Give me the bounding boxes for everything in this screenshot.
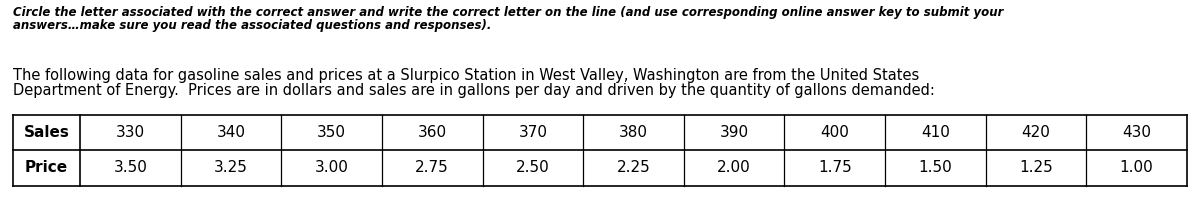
Text: 400: 400 <box>821 125 850 140</box>
Text: 340: 340 <box>216 125 246 140</box>
Text: 1.25: 1.25 <box>1019 161 1052 175</box>
Text: 3.25: 3.25 <box>214 161 248 175</box>
Text: 420: 420 <box>1021 125 1050 140</box>
Text: 390: 390 <box>720 125 749 140</box>
Text: 370: 370 <box>518 125 547 140</box>
Text: Circle the letter associated with the correct answer and write the correct lette: Circle the letter associated with the co… <box>13 6 1003 19</box>
Text: 360: 360 <box>418 125 446 140</box>
Text: 2.25: 2.25 <box>617 161 650 175</box>
Text: 430: 430 <box>1122 125 1151 140</box>
Text: 410: 410 <box>920 125 950 140</box>
Text: 350: 350 <box>317 125 346 140</box>
Text: 330: 330 <box>115 125 145 140</box>
Text: 380: 380 <box>619 125 648 140</box>
Text: 1.75: 1.75 <box>818 161 852 175</box>
Text: 2.00: 2.00 <box>718 161 751 175</box>
Text: The following data for gasoline sales and prices at a Slurpico Station in West V: The following data for gasoline sales an… <box>13 68 919 83</box>
Text: answers…make sure you read the associated questions and responses).: answers…make sure you read the associate… <box>13 19 491 32</box>
Text: 3.50: 3.50 <box>113 161 148 175</box>
Text: 3.00: 3.00 <box>314 161 348 175</box>
Text: Sales: Sales <box>24 125 70 140</box>
Text: 1.00: 1.00 <box>1120 161 1153 175</box>
Text: 1.50: 1.50 <box>918 161 953 175</box>
Text: 2.75: 2.75 <box>415 161 449 175</box>
Text: Department of Energy.  Prices are in dollars and sales are in gallons per day an: Department of Energy. Prices are in doll… <box>13 83 935 98</box>
Text: Price: Price <box>25 161 68 175</box>
Text: 2.50: 2.50 <box>516 161 550 175</box>
